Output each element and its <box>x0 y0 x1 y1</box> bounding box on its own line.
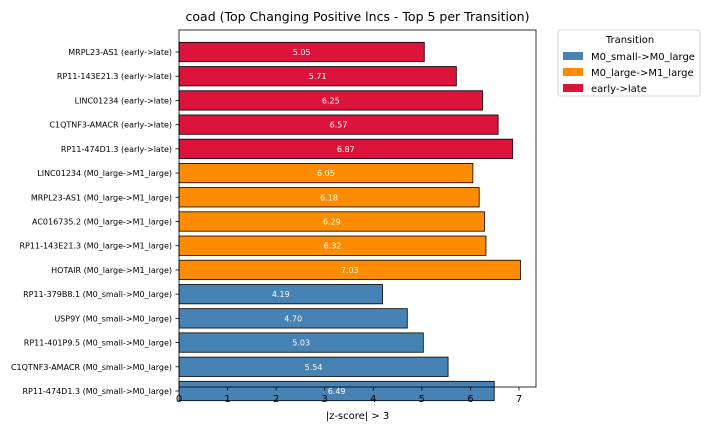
y-tick-label: RP11-401P9.5 (M0_small->M0_large) <box>24 339 172 348</box>
x-tick-label: 6 <box>467 394 473 405</box>
x-tick-label: 5 <box>419 394 425 405</box>
bar-value-label: 6.18 <box>320 193 338 202</box>
legend-label: early->late <box>591 84 647 95</box>
x-axis-label: |z-score| > 3 <box>326 411 390 422</box>
legend: Transition M0_small->M0_large M0_large->M1… <box>557 29 701 97</box>
bar-value-label: 5.71 <box>309 72 327 81</box>
bar-value-label: 5.05 <box>293 48 311 57</box>
x-tick-label: 7 <box>516 394 522 405</box>
y-tick-label: USP9Y (M0_small->M0_large) <box>54 314 172 323</box>
x-tick-label: 0 <box>176 394 182 405</box>
bar-value-label: 6.49 <box>328 387 346 396</box>
y-tick-label: LINC01234 (early->late) <box>75 96 172 105</box>
legend-label: M0_large->M1_large <box>591 68 694 79</box>
bar-value-label: 4.70 <box>284 314 302 323</box>
y-tick-label: C1QTNF3-AMACR (early->late) <box>49 121 172 130</box>
plot-frame <box>178 29 537 388</box>
x-tick-label: 2 <box>273 394 279 405</box>
bars-layer: 5.05 MRPL23-AS1 (early->late) 5.71 RP11-143… <box>11 41 521 402</box>
y-tick-label: MRPL23-AS1 (M0_large->M1_large) <box>31 193 172 202</box>
bar-value-label: 7.03 <box>341 266 359 275</box>
axes-layer: 0 1 2 3 4 5 6 7 <box>176 29 537 405</box>
y-tick-label: MRPL23-AS1 (early->late) <box>68 48 172 57</box>
legend-swatch <box>563 68 583 76</box>
bar-value-label: 6.29 <box>323 218 341 227</box>
bar-value-label: 6.87 <box>337 145 355 154</box>
y-tick-label: LINC01234 (M0_large->M1_large) <box>37 169 172 178</box>
bar-value-label: 6.25 <box>322 96 340 105</box>
bar-value-label: 4.19 <box>272 290 290 299</box>
chart-title: coad (Top Changing Positive lncs - Top 5… <box>186 9 530 24</box>
legend-title: Transition <box>605 35 654 46</box>
x-tick-label: 4 <box>370 394 376 405</box>
y-tick-label: RP11-143E21.3 (M0_large->M1_large) <box>20 242 173 251</box>
bar-value-label: 6.05 <box>317 169 335 178</box>
legend-label: M0_small->M0_large <box>591 52 695 63</box>
y-tick-label: AC016735.2 (M0_large->M1_large) <box>32 218 172 227</box>
bar-value-label: 6.57 <box>330 121 348 130</box>
y-tick-label: RP11-379B8.1 (M0_small->M0_large) <box>23 290 172 299</box>
bar-value-label: 5.03 <box>292 339 310 348</box>
y-tick-label: HOTAIR (M0_large->M1_large) <box>51 266 172 275</box>
y-tick-label: RP11-474D1.3 (early->late) <box>61 145 172 154</box>
legend-swatch <box>563 52 583 60</box>
bar-value-label: 6.32 <box>324 242 342 251</box>
legend-swatch <box>563 84 583 92</box>
y-tick-label: RP11-474D1.3 (M0_small->M0_large) <box>22 387 172 396</box>
bar-value-label: 5.54 <box>305 363 323 372</box>
y-tick-label: RP11-143E21.3 (early->late) <box>57 72 172 81</box>
legend-frame <box>557 29 701 97</box>
x-tick-label: 1 <box>224 394 230 405</box>
x-tick-label: 3 <box>322 394 328 405</box>
y-tick-label: C1QTNF3-AMACR (M0_small->M0_large) <box>11 363 172 372</box>
